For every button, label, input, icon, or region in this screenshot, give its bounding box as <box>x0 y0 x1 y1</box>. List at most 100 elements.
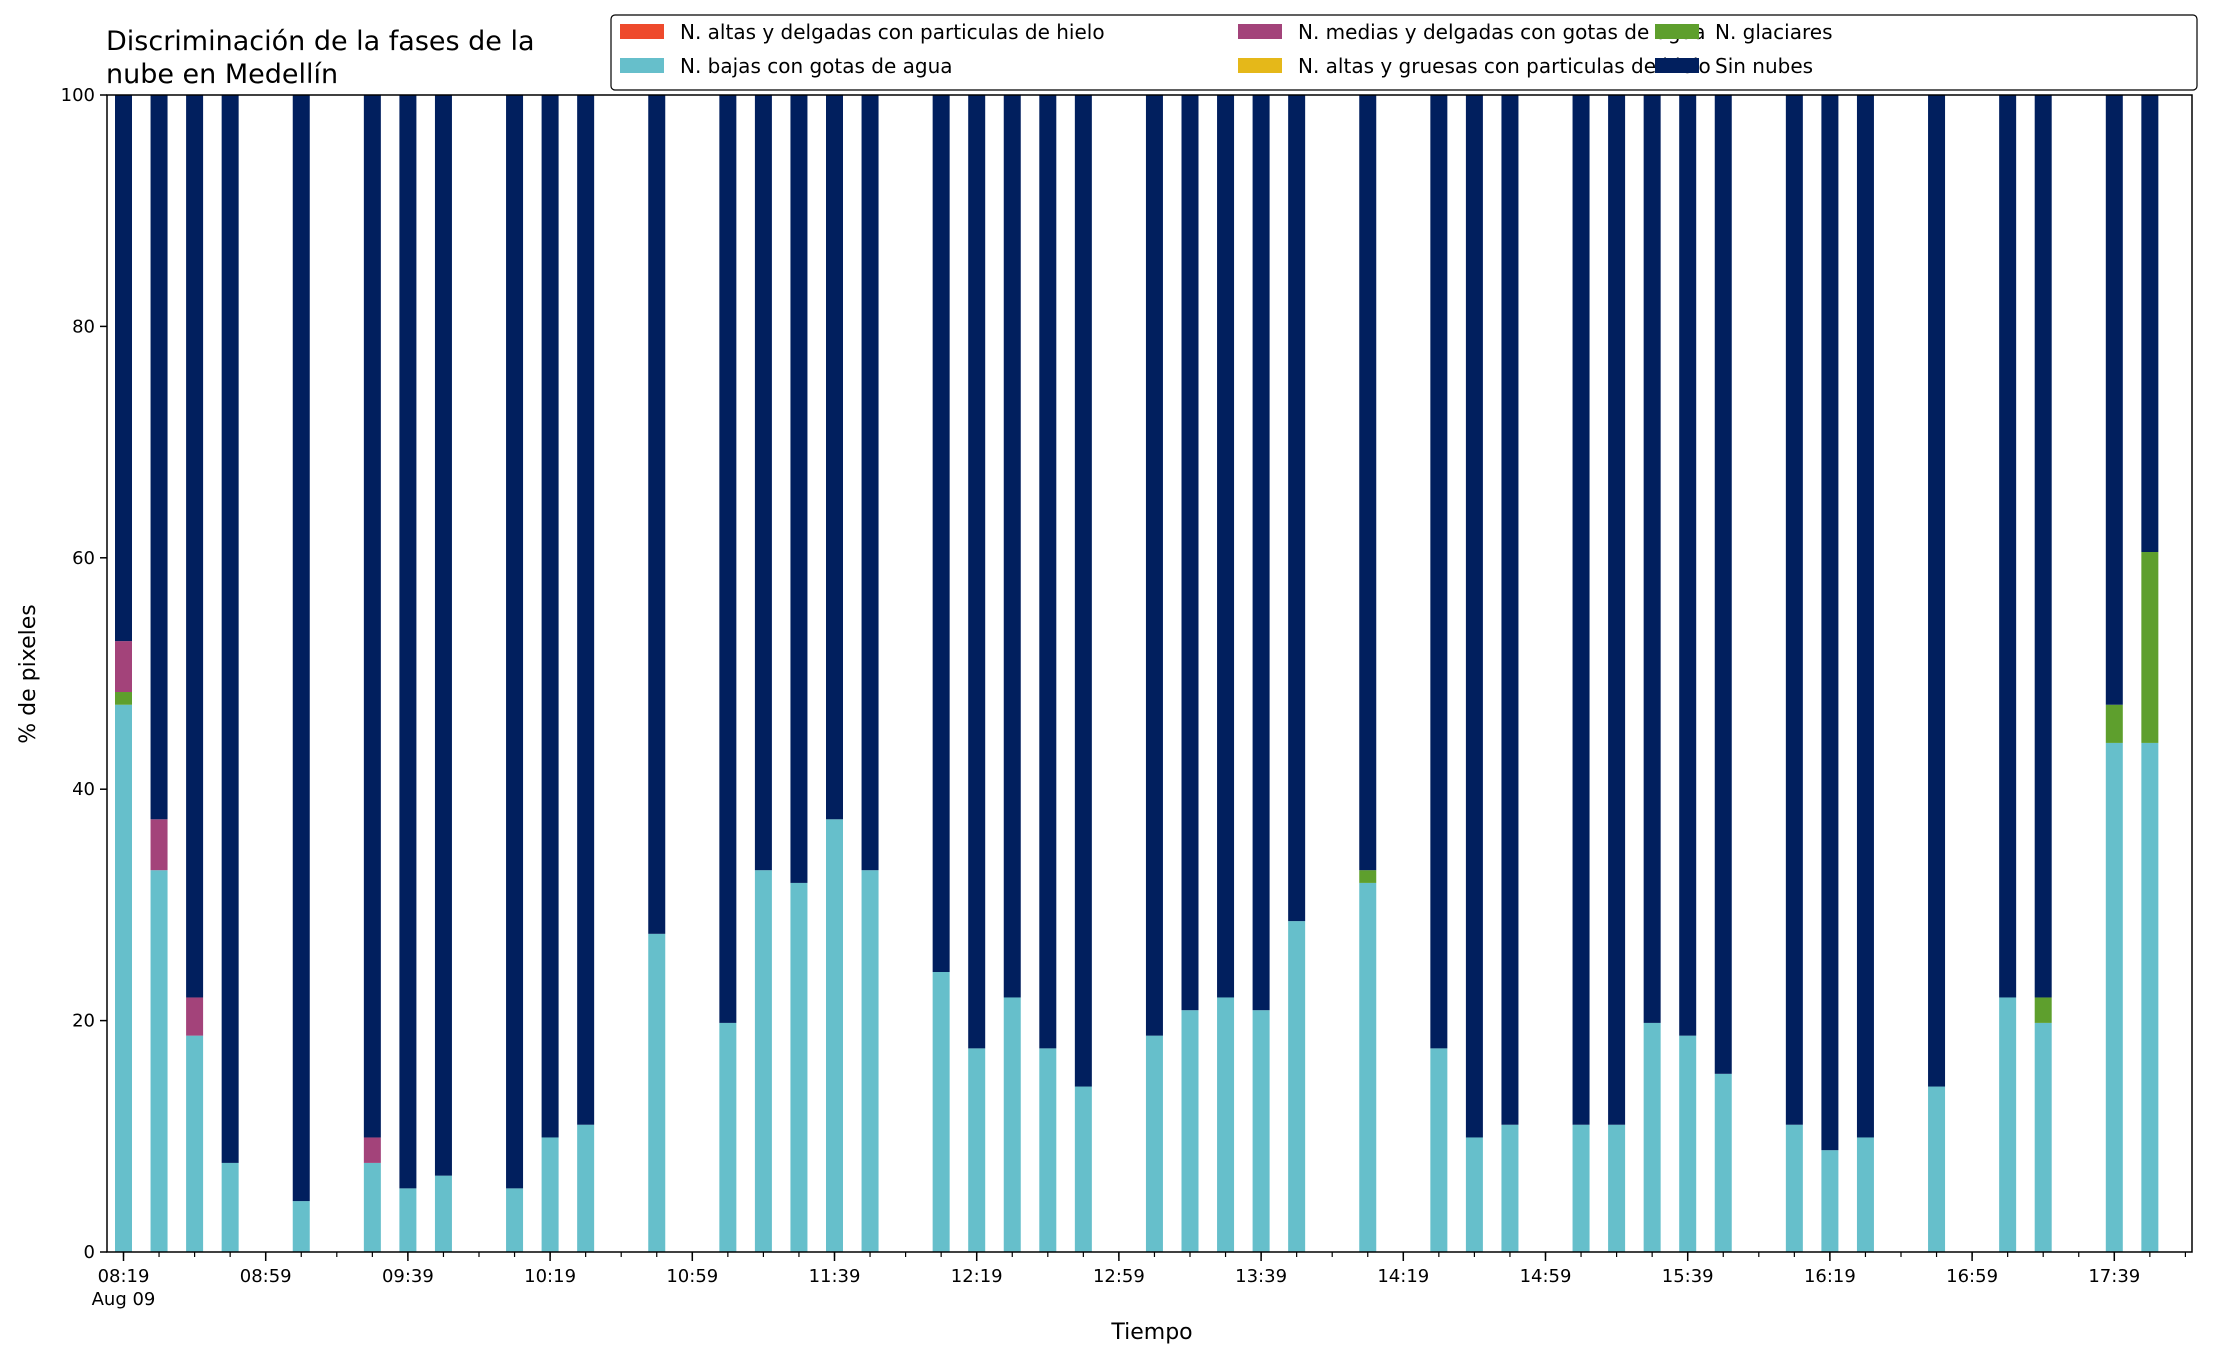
x-tick-label: 12:59 <box>1093 1266 1145 1287</box>
x-tick-sublabel: Aug 09 <box>92 1289 156 1310</box>
bar-segment <box>2034 997 2052 1023</box>
bar-segment <box>1643 1022 1661 1252</box>
bar-segment <box>541 1137 559 1252</box>
bar-segment <box>2105 704 2123 743</box>
bar-segment <box>1430 95 1448 1049</box>
bar-segment <box>221 95 239 1163</box>
bar-segment <box>150 95 168 820</box>
bar-segment <box>186 1035 204 1252</box>
bar-segment <box>1501 1124 1519 1252</box>
bar-segment <box>719 95 737 1023</box>
bar-segment <box>363 95 381 1138</box>
bar-segment <box>577 95 595 1125</box>
bar-segment <box>577 1124 595 1252</box>
legend-label: Sin nubes <box>1715 54 1813 78</box>
bars-layer <box>115 95 2159 1252</box>
bar-segment <box>1999 997 2017 1252</box>
legend-label: N. altas y delgadas con particulas de hi… <box>680 20 1105 44</box>
bar-segment <box>186 95 204 998</box>
bar-segment <box>2141 742 2159 1252</box>
bar-segment <box>1359 95 1377 871</box>
bar-segment <box>1608 1124 1626 1252</box>
bar-segment <box>1074 1086 1092 1252</box>
bar-segment <box>292 95 310 1202</box>
bar-segment <box>186 997 204 1036</box>
legend-entry: N. altas y gruesas con particulas de hie… <box>1238 54 1711 78</box>
bar-segment <box>221 1162 239 1252</box>
legend-swatch <box>1238 24 1282 39</box>
x-tick-label: 09:39 <box>382 1266 434 1287</box>
bar-segment <box>115 95 132 642</box>
bar-segment <box>1288 95 1306 922</box>
x-tick-label: 15:39 <box>1662 1266 1714 1287</box>
bar-segment <box>2105 742 2123 1252</box>
x-tick-label: 10:59 <box>666 1266 718 1287</box>
legend-swatch <box>1655 24 1699 39</box>
bar-segment <box>1679 1035 1697 1252</box>
bar-segment <box>1288 921 1306 1252</box>
bar-segment <box>1856 95 1874 1138</box>
chart-title: Discriminación de la fases de la nube en… <box>106 26 535 90</box>
bar-segment <box>1465 1137 1483 1252</box>
bar-segment <box>506 95 524 1189</box>
bar-segment <box>1856 1137 1874 1252</box>
bar-segment <box>1003 997 1021 1252</box>
bar-segment <box>150 870 168 1252</box>
x-tick-label: 14:59 <box>1520 1266 1572 1287</box>
bar-segment <box>1074 95 1092 1087</box>
bar-segment <box>1714 1073 1732 1252</box>
bar-segment <box>1572 1124 1590 1252</box>
bar-segment <box>115 692 132 705</box>
bar-segment <box>1145 1035 1163 1252</box>
bar-segment <box>434 95 452 1176</box>
bar-segment <box>648 95 666 934</box>
bar-segment <box>861 95 879 871</box>
y-tick-label: 0 <box>84 1242 95 1263</box>
bar-segment <box>1572 95 1590 1125</box>
bar-segment <box>1608 95 1626 1125</box>
bar-segment <box>1928 1086 1946 1252</box>
bar-segment <box>932 972 950 1252</box>
bar-segment <box>719 1022 737 1252</box>
bar-segment <box>754 95 772 871</box>
bar-segment <box>826 95 843 820</box>
x-tick-label: 12:19 <box>951 1266 1003 1287</box>
bar-segment <box>1039 1048 1057 1252</box>
legend-swatch <box>1655 58 1699 73</box>
legend-label: N. bajas con gotas de agua <box>680 54 953 78</box>
x-tick-label: 08:59 <box>240 1266 292 1287</box>
bar-segment <box>399 95 417 1189</box>
bar-segment <box>1430 1048 1448 1252</box>
legend-entry: N. medias y delgadas con gotas de agua <box>1238 20 1706 44</box>
legend-entry: N. bajas con gotas de agua <box>620 54 953 78</box>
x-axis-label: Tiempo <box>1110 1320 1192 1345</box>
bar-segment <box>363 1137 381 1163</box>
legend-swatch <box>1238 58 1282 73</box>
x-tick-label: 08:19 <box>98 1266 150 1287</box>
bar-segment <box>434 1175 452 1252</box>
bar-segment <box>1252 1010 1270 1252</box>
bar-segment <box>1145 95 1163 1036</box>
bar-segment <box>1039 95 1057 1049</box>
x-tick-label: 14:19 <box>1377 1266 1429 1287</box>
x-tick-label: 16:59 <box>1946 1266 1998 1287</box>
x-tick-label: 11:39 <box>809 1266 861 1287</box>
bar-segment <box>506 1188 524 1252</box>
bar-segment <box>861 870 879 1252</box>
legend-frame <box>610 14 2198 91</box>
legend: N. altas y delgadas con particulas de hi… <box>610 14 2198 91</box>
bar-segment <box>1252 95 1270 1011</box>
bar-segment <box>826 819 843 1252</box>
bar-segment <box>1714 95 1732 1074</box>
legend-entry: N. altas y delgadas con particulas de hi… <box>620 20 1105 44</box>
bar-segment <box>150 819 168 871</box>
bar-segment <box>790 95 808 883</box>
bar-segment <box>1003 95 1021 998</box>
bar-segment <box>541 95 559 1138</box>
bar-segment <box>932 95 950 973</box>
bar-segment <box>1679 95 1697 1036</box>
legend-label: N. glaciares <box>1715 20 1833 44</box>
y-tick-label: 20 <box>72 1011 95 1032</box>
